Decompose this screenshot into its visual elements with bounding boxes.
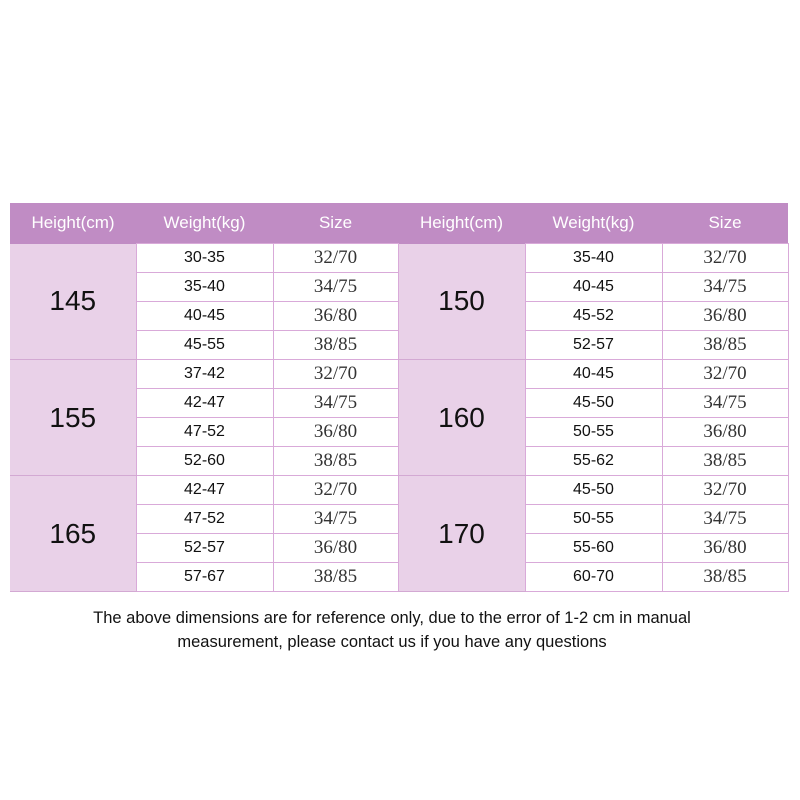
table-row: 57-67 38/85 60-70 38/85 [10,562,789,592]
note-line-2: measurement, please contact us if you ha… [177,633,607,651]
header-height-right: Height(cm) [398,203,525,244]
table-row: 35-40 34/75 40-45 34/75 [10,272,789,302]
weight-cell-left: 42-47 [135,475,274,505]
weight-cell-right: 35-40 [524,243,663,273]
size-cell-left: 32/70 [272,243,399,273]
weight-cell-left: 40-45 [135,301,274,331]
weight-cell-left: 37-42 [135,359,274,389]
height-cell-left: 165 [10,475,136,592]
table-row: 165 42-47 32/70 170 45-50 32/70 [10,475,789,592]
table-row: 52-60 38/85 55-62 38/85 [10,446,789,476]
size-cell-right: 34/75 [661,388,789,418]
size-chart-table: Height(cm) Weight(kg) Size Height(cm) We… [10,203,789,592]
table-row: 45-55 38/85 52-57 38/85 [10,330,789,360]
weight-cell-left: 52-60 [135,446,274,476]
size-cell-left: 38/85 [272,446,399,476]
size-cell-left: 36/80 [272,533,399,563]
size-cell-right: 36/80 [661,417,789,447]
weight-cell-left: 47-52 [135,504,274,534]
weight-cell-right: 45-50 [524,475,663,505]
weight-cell-right: 45-50 [524,388,663,418]
size-cell-left: 34/75 [272,504,399,534]
size-cell-right: 32/70 [661,475,789,505]
note-line-1: The above dimensions are for reference o… [93,609,691,627]
weight-cell-right: 55-62 [524,446,663,476]
weight-cell-right: 40-45 [524,359,663,389]
weight-cell-left: 57-67 [135,562,274,592]
weight-cell-left: 52-57 [135,533,274,563]
size-cell-left: 38/85 [272,330,399,360]
height-cell-left: 155 [10,359,136,476]
size-cell-right: 38/85 [661,330,789,360]
weight-cell-right: 55-60 [524,533,663,563]
size-cell-right: 34/75 [661,272,789,302]
weight-cell-left: 47-52 [135,417,274,447]
size-cell-left: 38/85 [272,562,399,592]
size-cell-right: 32/70 [661,359,789,389]
height-cell-right: 160 [398,359,525,476]
height-cell-right: 170 [398,475,525,592]
weight-cell-right: 50-55 [524,504,663,534]
weight-cell-right: 60-70 [524,562,663,592]
weight-cell-left: 45-55 [135,330,274,360]
weight-cell-left: 35-40 [135,272,274,302]
header-row: Height(cm) Weight(kg) Size Height(cm) We… [10,203,788,244]
weight-cell-left: 42-47 [135,388,274,418]
size-cell-left: 32/70 [272,475,399,505]
size-cell-right: 36/80 [661,301,789,331]
table-body: 145 30-35 32/70 150 35-40 32/70 35-40 34/75 40-4… [10,243,789,592]
header-weight-left: Weight(kg) [136,203,273,244]
weight-cell-right: 45-52 [524,301,663,331]
disclaimer-note: The above dimensions are for reference o… [0,606,784,654]
weight-cell-right: 52-57 [524,330,663,360]
weight-cell-right: 50-55 [524,417,663,447]
size-cell-right: 34/75 [661,504,789,534]
header-size-left: Size [273,203,398,244]
header-weight-right: Weight(kg) [525,203,662,244]
table-row: 145 30-35 32/70 150 35-40 32/70 [10,243,789,360]
size-cell-left: 34/75 [272,272,399,302]
height-cell-right: 150 [398,243,525,360]
weight-cell-right: 40-45 [524,272,663,302]
size-cell-left: 34/75 [272,388,399,418]
header-height-left: Height(cm) [10,203,136,244]
header-size-right: Size [662,203,788,244]
table-row: 52-57 36/80 55-60 36/80 [10,533,789,563]
size-cell-right: 38/85 [661,562,789,592]
table-row: 40-45 36/80 45-52 36/80 [10,301,789,331]
table-row: 47-52 34/75 50-55 34/75 [10,504,789,534]
table-row: 42-47 34/75 45-50 34/75 [10,388,789,418]
table-row: 155 37-42 32/70 160 40-45 32/70 [10,359,789,476]
size-cell-right: 32/70 [661,243,789,273]
size-cell-left: 32/70 [272,359,399,389]
size-cell-left: 36/80 [272,417,399,447]
size-cell-right: 38/85 [661,446,789,476]
size-cell-right: 36/80 [661,533,789,563]
size-cell-left: 36/80 [272,301,399,331]
height-cell-left: 145 [10,243,136,360]
weight-cell-left: 30-35 [135,243,274,273]
